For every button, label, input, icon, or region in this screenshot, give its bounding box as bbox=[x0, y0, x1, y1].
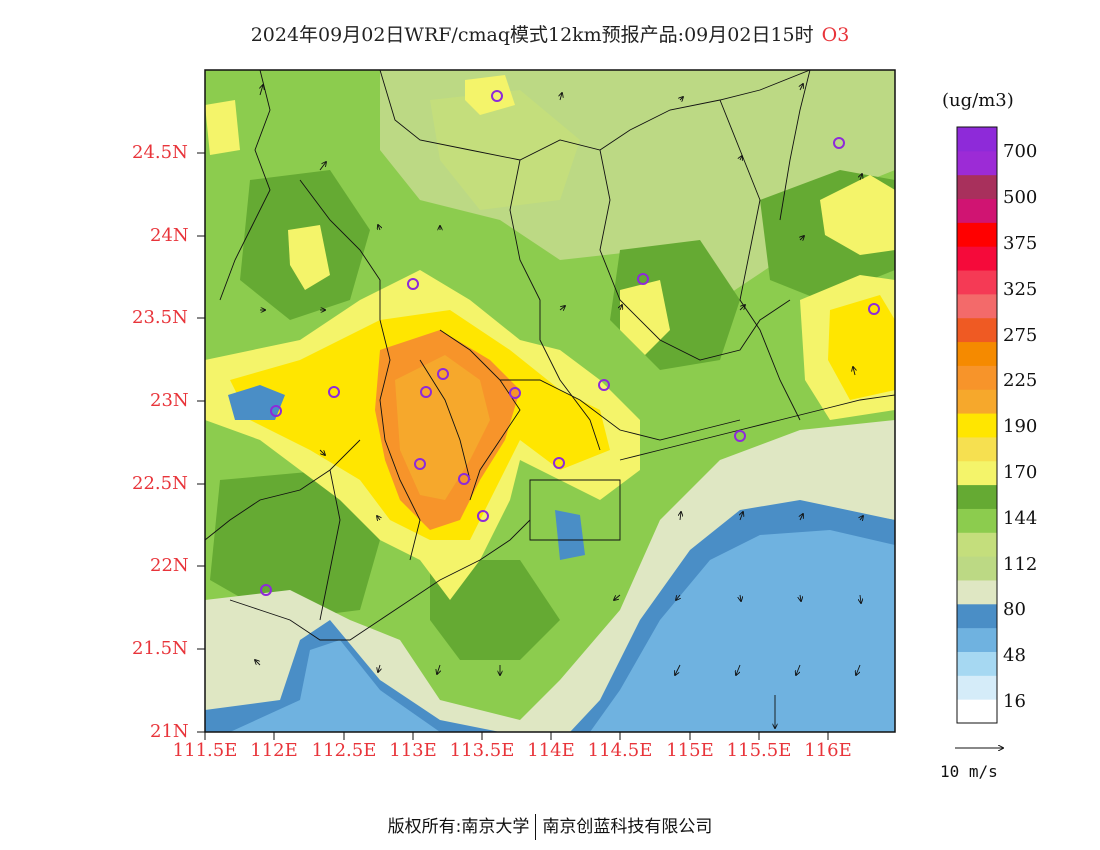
colorbar-frame bbox=[956, 126, 998, 724]
colorbar-swatch bbox=[957, 246, 997, 271]
colorbar-label-6: 190 bbox=[1003, 416, 1038, 437]
x-tick-5: 114E bbox=[527, 740, 575, 761]
y-tick-5: 22N bbox=[150, 555, 189, 576]
colorbar-swatch bbox=[957, 341, 997, 366]
colorbar-swatch bbox=[957, 150, 997, 176]
y-tick-7: 21N bbox=[150, 721, 189, 742]
footer-right: 南京创蓝科技有限公司 bbox=[542, 817, 713, 837]
x-tick-2: 112.5E bbox=[311, 740, 377, 761]
boundaries bbox=[205, 70, 895, 641]
colorbar-label-11: 48 bbox=[1003, 645, 1026, 666]
title-text: 2024年09月02日WRF/cmaq模式12km预报产品:09月02日15时 bbox=[250, 24, 814, 46]
colorbar-swatch bbox=[957, 270, 997, 295]
colorbar-swatch bbox=[957, 174, 997, 200]
x-tick-1: 112E bbox=[250, 740, 298, 761]
colorbar-swatch bbox=[957, 198, 997, 223]
map-title: 2024年09月02日WRF/cmaq模式12km预报产品:09月02日15时 O… bbox=[0, 20, 1100, 47]
colorbar-unit: (ug/m3) bbox=[942, 90, 1014, 111]
colorbar-swatch bbox=[957, 317, 997, 343]
x-tick-7: 115E bbox=[666, 740, 714, 761]
colorbar-label-7: 170 bbox=[1003, 462, 1038, 483]
copyright-footer: 版权所有:南京大学 南京创蓝科技有限公司 bbox=[0, 812, 1100, 840]
y-tick-2: 23.5N bbox=[132, 307, 188, 328]
tick-marks bbox=[197, 152, 829, 740]
ozone-yellow-corner bbox=[205, 100, 240, 155]
footer-divider bbox=[535, 814, 537, 840]
ozone-yellow-nw bbox=[288, 225, 330, 290]
colorbar-swatch bbox=[957, 675, 997, 700]
coastal-band bbox=[205, 420, 895, 732]
y-tick-0: 24.5N bbox=[132, 142, 188, 163]
x-tick-4: 113.5E bbox=[449, 740, 515, 761]
colorbar-swatch bbox=[957, 436, 997, 462]
ozone-yellow-ne bbox=[820, 175, 895, 255]
colorbar-swatch bbox=[957, 389, 997, 414]
ozone-yellow-north bbox=[620, 280, 670, 355]
colorbar-swatch bbox=[957, 365, 997, 390]
colorbar-swatch bbox=[957, 603, 997, 629]
pollutant-label: O3 bbox=[821, 24, 850, 46]
x-tick-6: 114.5E bbox=[587, 740, 653, 761]
colorbar-swatch bbox=[957, 699, 997, 724]
colorbar-swatch bbox=[957, 556, 997, 581]
colorbar-label-4: 275 bbox=[1003, 325, 1038, 346]
light-green-patch bbox=[430, 90, 580, 210]
colorbar-label-0: 700 bbox=[1003, 141, 1038, 162]
x-tick-0: 111.5E bbox=[172, 740, 238, 761]
colorbar-swatch bbox=[957, 579, 997, 605]
colorbar-label-2: 375 bbox=[1003, 233, 1038, 254]
hk-water bbox=[555, 510, 585, 560]
colorbar-swatch bbox=[957, 508, 997, 533]
colorbar-swatch bbox=[957, 627, 997, 652]
wind-vectors bbox=[255, 84, 863, 728]
colorbar-label-12: 16 bbox=[1003, 691, 1026, 712]
colorbar-swatch bbox=[957, 222, 997, 247]
ozone-gold-east bbox=[828, 295, 895, 400]
colorbar-swatch bbox=[957, 293, 997, 319]
colorbar-swatch bbox=[957, 651, 997, 676]
colorbar-label-10: 80 bbox=[1003, 599, 1026, 620]
y-tick-4: 22.5N bbox=[132, 473, 188, 494]
y-tick-3: 23N bbox=[150, 390, 189, 411]
ozone-yellow-top bbox=[465, 75, 515, 115]
dark-green-south bbox=[430, 560, 560, 660]
contour-fill bbox=[205, 70, 895, 732]
colorbar-swatch bbox=[957, 532, 997, 557]
colorbar-label-5: 225 bbox=[1003, 370, 1038, 391]
x-tick-9: 116E bbox=[804, 740, 852, 761]
x-tick-8: 115.5E bbox=[726, 740, 792, 761]
colorbar-swatch bbox=[957, 127, 997, 152]
wind-reference-label: 10 m/s bbox=[940, 762, 998, 781]
colorbar-label-1: 500 bbox=[1003, 187, 1038, 208]
x-tick-3: 113E bbox=[389, 740, 437, 761]
colorbar-swatch bbox=[957, 413, 997, 438]
colorbar bbox=[956, 126, 998, 724]
y-tick-6: 21.5N bbox=[132, 638, 188, 659]
colorbar-swatch bbox=[957, 460, 997, 486]
sea-light bbox=[230, 530, 895, 732]
station-markers bbox=[260, 90, 880, 596]
colorbar-label-3: 325 bbox=[1003, 279, 1038, 300]
colorbar-label-8: 144 bbox=[1003, 508, 1038, 529]
colorbar-swatch bbox=[957, 484, 997, 509]
colorbar-label-9: 112 bbox=[1003, 554, 1038, 575]
y-tick-1: 24N bbox=[150, 225, 189, 246]
footer-left: 版权所有:南京大学 bbox=[387, 817, 530, 837]
